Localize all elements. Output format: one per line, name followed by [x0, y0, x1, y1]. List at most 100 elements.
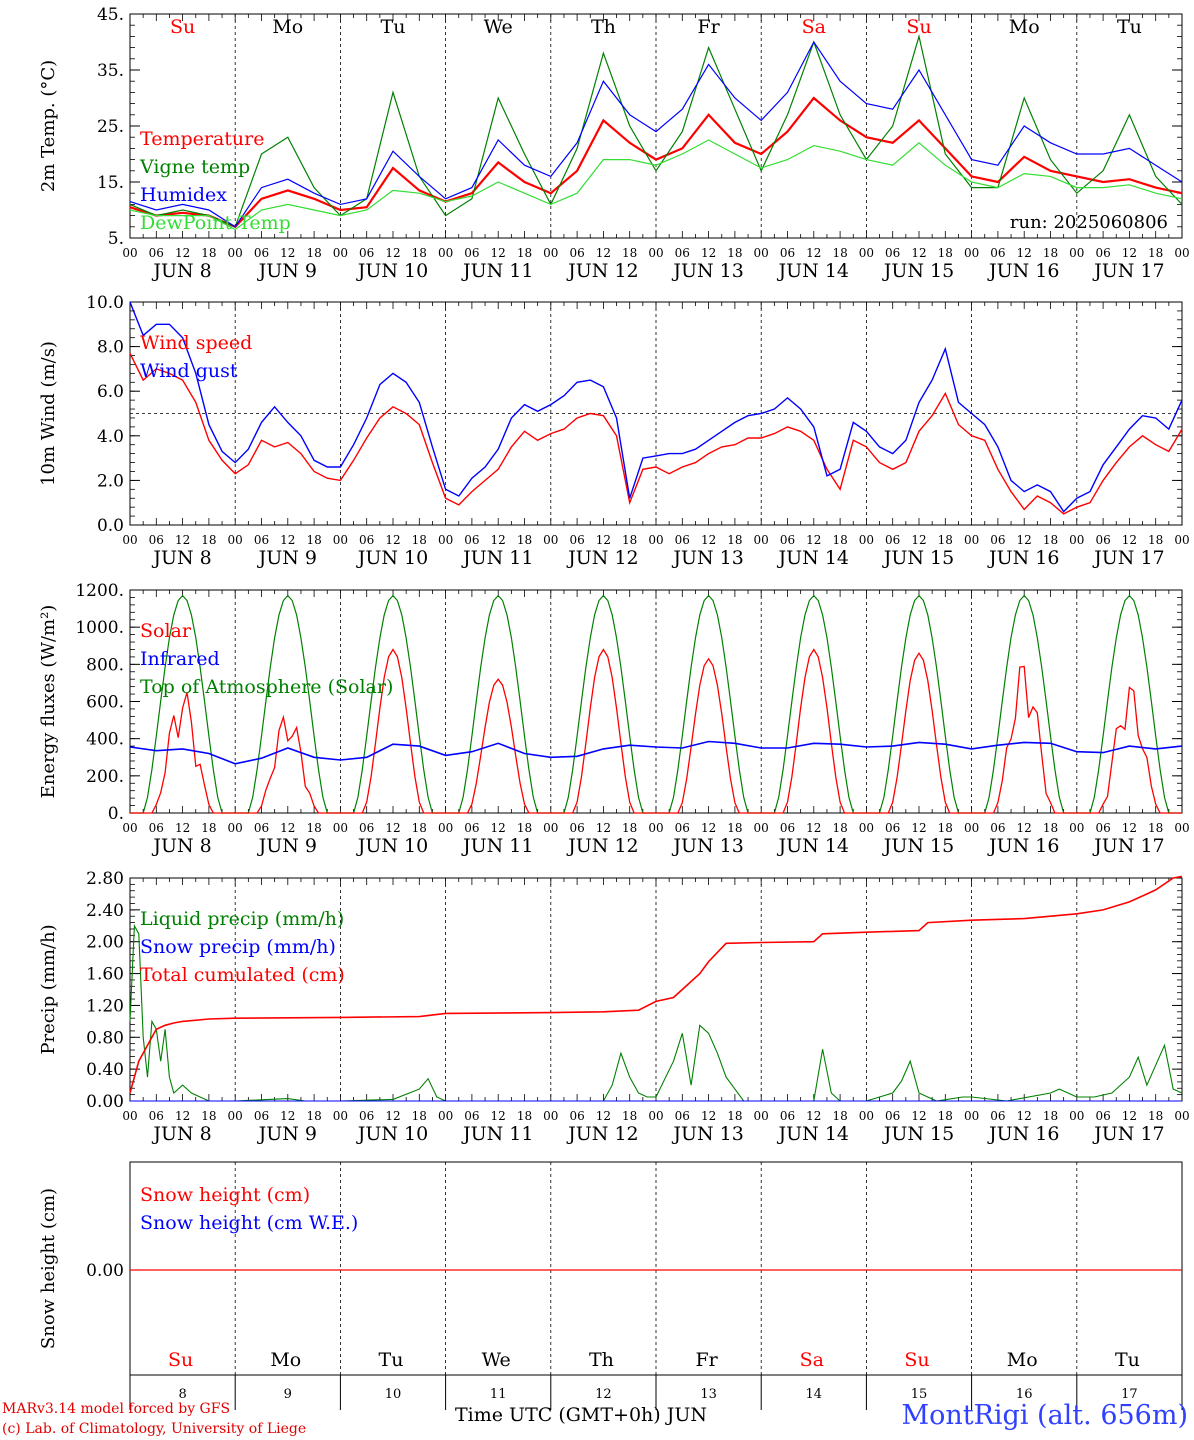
x-hour-tick-label: 00	[1174, 1109, 1189, 1123]
legend-entry: DewPoint Temp	[140, 212, 291, 234]
x-hour-tick-label: 18	[306, 821, 321, 835]
x-date-label: JUN 15	[882, 547, 954, 569]
x-hour-tick-label: 12	[806, 821, 821, 835]
x-hour-tick-label: 06	[149, 533, 164, 547]
y-tick-label: 2.0	[97, 471, 124, 491]
x-hour-tick-label: 06	[675, 533, 690, 547]
x-date-label: JUN 14	[777, 260, 849, 282]
x-hour-tick-label: 00	[859, 533, 874, 547]
energy-fluxes-panel: 0. 200. 400. 600. 800. 1000. 1200. Energy fluxe…	[38, 581, 1190, 857]
x-hour-tick-label: 06	[464, 246, 479, 260]
x-hour-tick-label: 06	[990, 821, 1005, 835]
x-hour-tick-label: 06	[359, 821, 374, 835]
x-hour-tick-label: 06	[885, 246, 900, 260]
series-line	[129, 40, 1183, 228]
x-hour-tick-label: 00	[964, 821, 979, 835]
bottom-day-label: Su	[168, 1349, 193, 1371]
legend-entry: Solar	[140, 620, 192, 642]
x-hour-tick-label: 06	[359, 533, 374, 547]
x-date-label: JUN 16	[987, 1123, 1059, 1145]
bottom-day-number: 10	[385, 1387, 402, 1402]
x-hour-tick-label: 12	[1122, 246, 1137, 260]
x-hour-tick-label: 06	[885, 1109, 900, 1123]
x-hour-tick-label: 12	[806, 533, 821, 547]
y-tick-label: 6.0	[97, 382, 124, 402]
x-hour-tick-label: 00	[543, 246, 558, 260]
x-hour-tick-label: 00	[754, 533, 769, 547]
x-hour-tick-label: 06	[675, 246, 690, 260]
x-hour-tick-label: 00	[543, 533, 558, 547]
x-hour-tick-label: 06	[359, 246, 374, 260]
run-annotation: run: 2025060806	[1010, 212, 1168, 233]
x-hour-tick-label: 18	[938, 246, 953, 260]
x-date-label: JUN 10	[356, 547, 428, 569]
y-axis-label: Precip (mm/h)	[38, 924, 59, 1054]
legend-entry: Snow height (cm)	[140, 1184, 310, 1206]
y-tick-label: 45.	[97, 5, 124, 25]
x-hour-tick-label: 18	[412, 246, 427, 260]
x-hour-tick-label: 00	[438, 821, 453, 835]
x-hour-tick-label: 18	[517, 246, 532, 260]
x-hour-tick-label: 18	[727, 1109, 742, 1123]
x-hour-tick-label: 00	[333, 1109, 348, 1123]
x-hour-tick-label: 00	[228, 533, 243, 547]
top-day-label: Fr	[697, 16, 720, 38]
legend-entry: Liquid precip (mm/h)	[140, 908, 344, 930]
x-date-label: JUN 8	[151, 835, 211, 857]
x-date-label: JUN 11	[461, 260, 533, 282]
y-tick-label: 5.	[108, 229, 124, 249]
x-hour-tick-label: 12	[701, 1109, 716, 1123]
x-hour-tick-label: 12	[280, 1109, 295, 1123]
x-hour-tick-label: 18	[201, 821, 216, 835]
x-hour-tick-label: 18	[306, 1109, 321, 1123]
temperature-panel: 5. 15. 25. 35. 45. 2m Temp. (°C) 00 06 12 18 00 06 1…	[38, 5, 1190, 282]
bottom-day-number: 17	[1121, 1387, 1138, 1402]
x-hour-tick-label: 00	[964, 246, 979, 260]
x-hour-tick-label: 18	[1043, 246, 1058, 260]
x-hour-tick-label: 12	[596, 246, 611, 260]
x-hour-tick-label: 18	[622, 246, 637, 260]
x-hour-tick-label: 00	[228, 1109, 243, 1123]
x-hour-tick-label: 00	[964, 533, 979, 547]
legend-entry: Wind gust	[140, 360, 238, 382]
x-hour-tick-label: 18	[938, 1109, 953, 1123]
x-date-label: JUN 14	[777, 547, 849, 569]
y-tick-label: 1.20	[86, 996, 124, 1016]
x-hour-tick-label: 00	[648, 533, 663, 547]
x-hour-tick-label: 00	[859, 246, 874, 260]
y-tick-label: 2.00	[86, 933, 124, 953]
x-date-label: JUN 9	[257, 1123, 317, 1145]
x-hour-tick-label: 06	[990, 246, 1005, 260]
x-hour-tick-label: 06	[254, 821, 269, 835]
bottom-day-number: 8	[178, 1387, 186, 1402]
y-tick-label: 1.60	[86, 965, 124, 985]
top-day-label: Tu	[381, 16, 406, 38]
x-date-label: JUN 8	[151, 547, 211, 569]
x-date-label: JUN 13	[671, 260, 743, 282]
x-hour-tick-label: 00	[228, 821, 243, 835]
x-hour-tick-label: 06	[1095, 1109, 1110, 1123]
x-hour-tick-label: 18	[1043, 533, 1058, 547]
x-date-label: JUN 9	[257, 835, 317, 857]
y-tick-label: 800.	[86, 655, 124, 675]
x-hour-tick-label: 12	[385, 1109, 400, 1123]
x-hour-tick-label: 00	[122, 1109, 137, 1123]
legend-entry: Snow precip (mm/h)	[140, 936, 336, 958]
x-hour-tick-label: 06	[149, 246, 164, 260]
x-hour-tick-label: 18	[412, 533, 427, 547]
series-line	[129, 740, 1183, 765]
bottom-day-label: Tu	[1115, 1349, 1140, 1371]
x-hour-tick-label: 18	[201, 533, 216, 547]
x-hour-tick-label: 18	[938, 821, 953, 835]
x-hour-tick-label: 12	[911, 246, 926, 260]
x-hour-tick-label: 12	[385, 533, 400, 547]
x-date-label: JUN 10	[356, 260, 428, 282]
x-hour-tick-label: 12	[175, 246, 190, 260]
x-hour-tick-label: 18	[622, 821, 637, 835]
x-hour-tick-label: 06	[464, 533, 479, 547]
x-hour-tick-label: 06	[149, 821, 164, 835]
bottom-day-label: Sa	[800, 1349, 824, 1371]
x-hour-tick-label: 18	[832, 533, 847, 547]
x-hour-tick-label: 00	[754, 821, 769, 835]
x-hour-tick-label: 06	[780, 821, 795, 835]
